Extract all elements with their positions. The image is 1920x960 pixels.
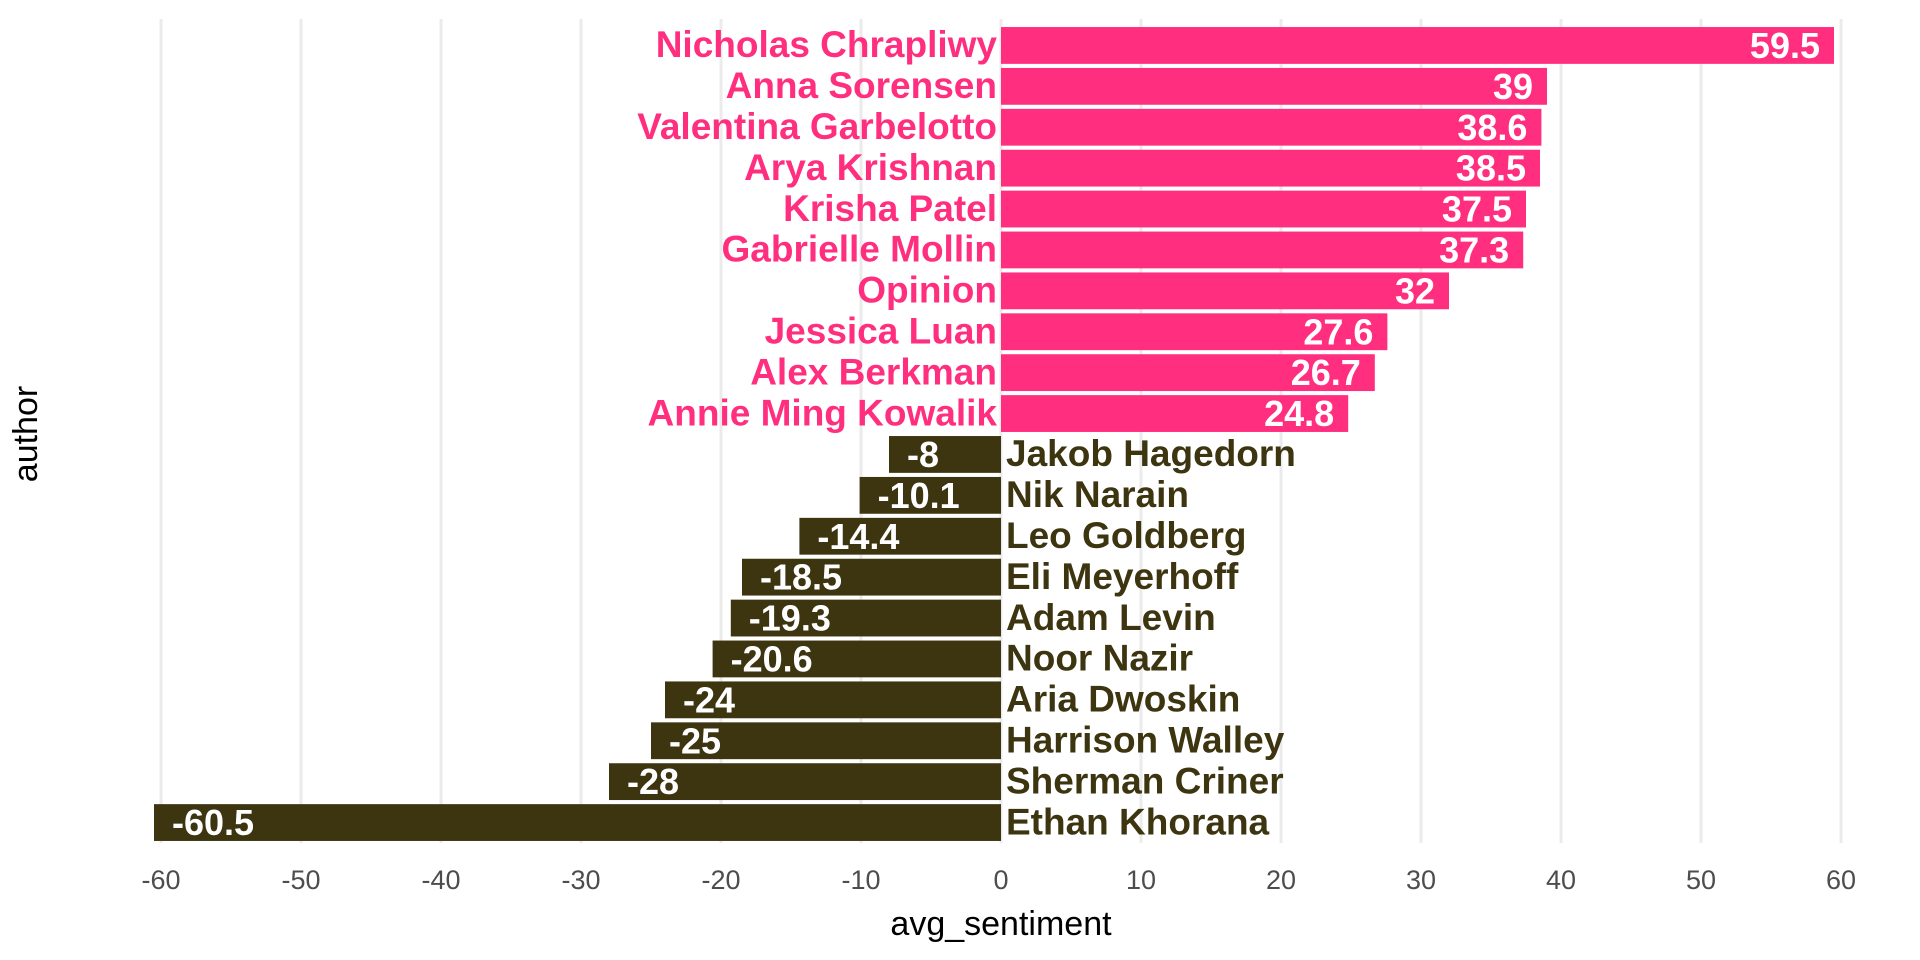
category-label: Jessica Luan <box>765 311 997 352</box>
y-axis-title: author <box>7 386 45 482</box>
value-label: -19.3 <box>749 598 831 639</box>
value-label: -28 <box>627 761 679 802</box>
bar <box>1001 108 1542 146</box>
value-label: 37.3 <box>1439 229 1509 270</box>
x-tick-label: 50 <box>1686 865 1716 895</box>
bar <box>730 599 1001 637</box>
bar <box>609 763 1001 801</box>
value-label: 32 <box>1395 270 1435 311</box>
bar <box>799 517 1001 555</box>
category-label: Noor Nazir <box>1006 638 1193 679</box>
bar <box>742 558 1001 596</box>
x-tick-label: -10 <box>841 865 880 895</box>
category-label: Gabrielle Mollin <box>722 229 998 270</box>
category-label: Opinion <box>857 270 997 311</box>
category-label: Adam Levin <box>1006 597 1216 638</box>
bar <box>651 722 1001 760</box>
value-label: -25 <box>669 720 721 761</box>
value-label: -20.6 <box>731 638 813 679</box>
category-label: Aria Dwoskin <box>1006 679 1240 720</box>
category-label: Nik Narain <box>1006 474 1189 515</box>
bar <box>1001 272 1449 310</box>
value-label: -24 <box>683 679 735 720</box>
value-label: -8 <box>907 434 939 475</box>
bar <box>154 804 1001 841</box>
value-label: -60.5 <box>172 802 254 843</box>
x-tick-label: 60 <box>1826 865 1856 895</box>
bar <box>1001 67 1547 105</box>
x-tick-label: 0 <box>993 865 1008 895</box>
bar <box>859 476 1001 514</box>
x-axis-title: avg_sentiment <box>890 905 1112 943</box>
bar <box>665 681 1001 719</box>
category-label: Annie Ming Kowalik <box>648 392 998 433</box>
value-label: 37.5 <box>1442 189 1512 230</box>
x-tick-label: 20 <box>1266 865 1296 895</box>
x-tick-label: 40 <box>1546 865 1576 895</box>
category-label: Krisha Patel <box>783 188 997 229</box>
x-tick-label: -30 <box>561 865 600 895</box>
category-label: Harrison Walley <box>1006 720 1285 761</box>
bar <box>1001 27 1834 64</box>
bar <box>1001 395 1349 432</box>
bar <box>712 640 1001 678</box>
x-tick-label: 10 <box>1126 865 1156 895</box>
bar <box>1001 231 1524 269</box>
bar <box>1001 190 1526 228</box>
bar <box>1001 313 1388 351</box>
value-label: -14.4 <box>817 516 899 557</box>
category-label: Eli Meyerhoff <box>1006 556 1239 597</box>
x-tick-label: -60 <box>141 865 180 895</box>
category-label: Alex Berkman <box>750 351 997 392</box>
bar <box>1001 354 1375 392</box>
value-label: 38.6 <box>1457 107 1527 148</box>
x-tick-label: -50 <box>281 865 320 895</box>
x-tick-label: 30 <box>1406 865 1436 895</box>
x-tick-label: -40 <box>421 865 460 895</box>
value-label: 24.8 <box>1264 393 1334 434</box>
bar <box>1001 149 1540 187</box>
category-label: Jakob Hagedorn <box>1006 433 1296 474</box>
x-tick-label: -20 <box>701 865 740 895</box>
value-label: -18.5 <box>760 557 842 598</box>
bar <box>889 436 1001 473</box>
category-label: Leo Goldberg <box>1006 515 1247 556</box>
value-label: 26.7 <box>1291 352 1361 393</box>
value-label: 27.6 <box>1303 311 1373 352</box>
category-label: Anna Sorensen <box>726 65 997 106</box>
value-label: -10.1 <box>878 475 960 516</box>
category-label: Arya Krishnan <box>744 147 997 188</box>
value-label: 39 <box>1493 66 1533 107</box>
category-label: Ethan Khorana <box>1006 801 1270 842</box>
category-label: Sherman Criner <box>1006 760 1284 801</box>
category-label: Nicholas Chrapliwy <box>656 24 998 65</box>
category-label: Valentina Garbelotto <box>637 106 997 147</box>
value-label: 38.5 <box>1456 148 1526 189</box>
value-label: 59.5 <box>1750 25 1820 66</box>
